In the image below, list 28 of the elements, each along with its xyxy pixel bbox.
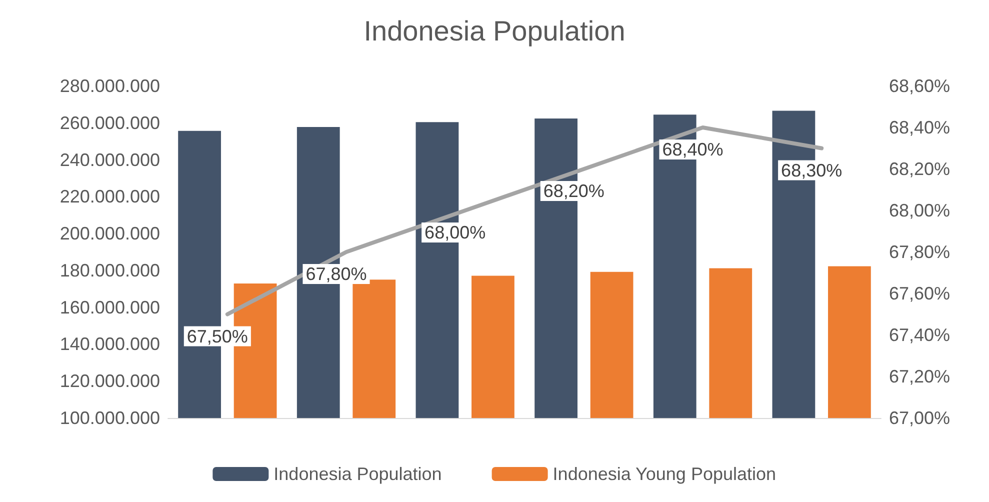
- y2-tick-label: 67,40%: [889, 325, 950, 345]
- y2-tick-label: 67,80%: [889, 242, 950, 262]
- y2-tick-label: 68,40%: [889, 118, 950, 138]
- y2-tick-label: 67,00%: [889, 408, 950, 428]
- y-tick-label: 280.000.000: [60, 76, 160, 96]
- data-label: 67,50%: [186, 326, 248, 346]
- y-tick-label: 200.000.000: [60, 224, 160, 244]
- legend-label: Indonesia Population: [274, 464, 442, 484]
- chart-title: Indonesia Population: [364, 16, 626, 46]
- y-tick-label: 120.000.000: [60, 371, 160, 392]
- data-label: 67,80%: [306, 264, 367, 284]
- y2-tick-label: 67,60%: [889, 284, 950, 304]
- data-label: 68,30%: [781, 160, 842, 180]
- y-tick-label: 160.000.000: [60, 297, 160, 318]
- y-tick-label: 100.000.000: [60, 408, 160, 428]
- y-tick-label: 260.000.000: [60, 112, 160, 133]
- y2-tick-label: 68,60%: [889, 76, 950, 96]
- y2-tick-label: 68,00%: [889, 200, 950, 220]
- data-label: 68,20%: [543, 181, 604, 201]
- y-tick-label: 140.000.000: [60, 334, 160, 354]
- data-label: 68,00%: [424, 222, 486, 242]
- y-tick-label: 220.000.000: [60, 186, 160, 207]
- y2-tick-label: 67,20%: [889, 366, 950, 386]
- y-tick-label: 180.000.000: [60, 260, 160, 280]
- y2-tick-label: 68,20%: [889, 159, 950, 179]
- y-tick-label: 240.000.000: [60, 150, 160, 170]
- data-label: 68,40%: [662, 140, 724, 160]
- legend-label: Indonesia Young Population: [552, 464, 776, 484]
